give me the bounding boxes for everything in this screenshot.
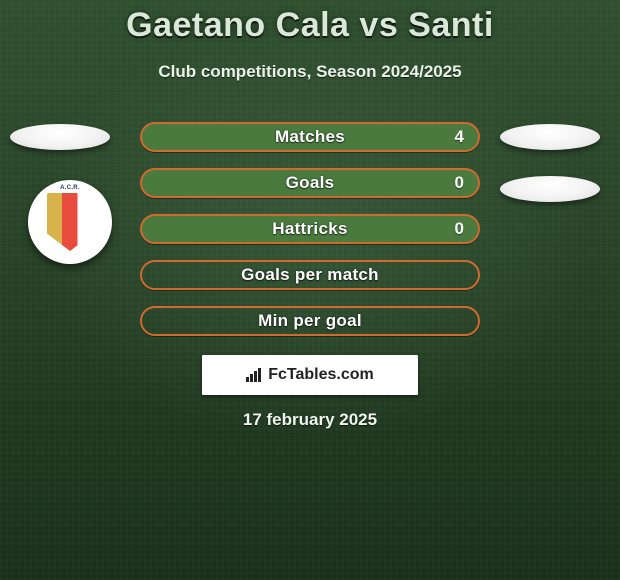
stat-label: Matches bbox=[275, 127, 345, 147]
infographic-container: Gaetano Cala vs Santi Club competitions,… bbox=[0, 0, 620, 580]
badge-shield-icon bbox=[47, 193, 93, 251]
stat-label: Goals bbox=[286, 173, 335, 193]
stat-value: 0 bbox=[455, 173, 464, 193]
page-title: Gaetano Cala vs Santi bbox=[0, 6, 620, 45]
stat-label: Goals per match bbox=[241, 265, 379, 285]
watermark-text: FcTables.com bbox=[268, 366, 374, 384]
stat-bar: Hattricks 0 bbox=[140, 214, 480, 244]
club-badge-left: A.C.R. bbox=[28, 180, 112, 264]
stat-bar: Goals 0 bbox=[140, 168, 480, 198]
stat-bar: Matches 4 bbox=[140, 122, 480, 152]
player-left-placeholder bbox=[10, 124, 110, 150]
stat-bar: Goals per match bbox=[140, 260, 480, 290]
bars-icon bbox=[246, 368, 264, 382]
stats-bars: Matches 4 Goals 0 Hattricks 0 Goals per match M… bbox=[140, 122, 480, 352]
player-right-placeholder bbox=[500, 124, 600, 150]
date-text: 17 february 2025 bbox=[0, 410, 620, 430]
club-right-placeholder bbox=[500, 176, 600, 202]
stat-label: Min per goal bbox=[258, 311, 362, 331]
page-subtitle: Club competitions, Season 2024/2025 bbox=[0, 62, 620, 82]
stat-bar: Min per goal bbox=[140, 306, 480, 336]
stat-value: 4 bbox=[455, 127, 464, 147]
watermark-box: FcTables.com bbox=[202, 355, 418, 395]
stat-label: Hattricks bbox=[272, 219, 347, 239]
stat-value: 0 bbox=[455, 219, 464, 239]
